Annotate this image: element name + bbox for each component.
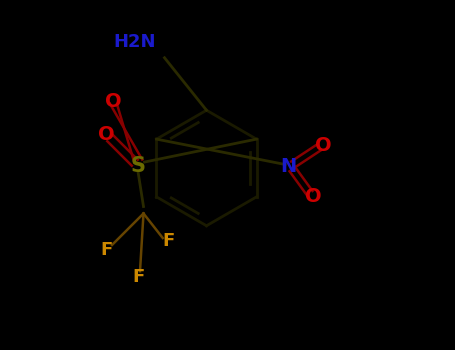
Text: F: F	[101, 241, 113, 259]
Text: F: F	[132, 267, 144, 286]
Text: F: F	[162, 232, 174, 251]
Text: N: N	[281, 157, 297, 176]
Text: O: O	[305, 187, 322, 205]
Text: H2N: H2N	[113, 33, 156, 51]
Text: O: O	[98, 125, 115, 144]
Text: S: S	[131, 156, 146, 176]
Text: O: O	[106, 92, 122, 111]
Text: O: O	[315, 136, 332, 155]
